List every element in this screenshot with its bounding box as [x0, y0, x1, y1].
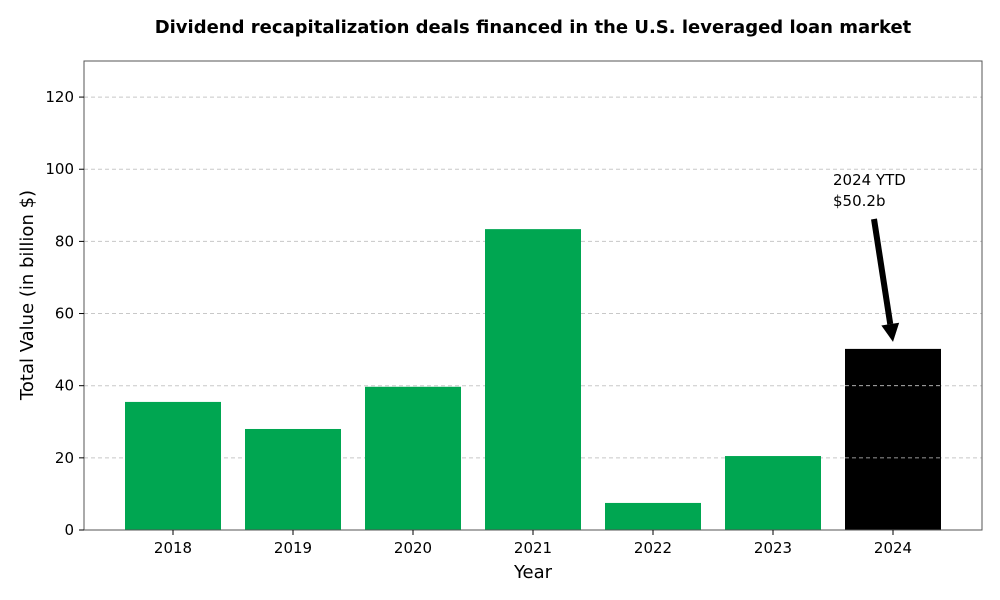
y-tick-label: 100 [45, 160, 74, 178]
annotation-line-1: 2024 YTD [833, 171, 906, 189]
bars [125, 229, 941, 530]
bar-2022 [605, 502, 701, 530]
x-tick-label: 2018 [154, 539, 192, 557]
bar-2021 [485, 229, 581, 530]
x-tick-label: 2021 [514, 539, 552, 557]
bar-2020 [365, 386, 461, 530]
y-tick-label: 80 [55, 232, 74, 250]
y-tick-label: 20 [55, 449, 74, 467]
annotation-arrow-head [881, 322, 900, 342]
x-axis-label: Year [513, 562, 553, 583]
bar-2023 [725, 456, 821, 530]
annotation: 2024 YTD $50.2b [833, 171, 906, 342]
annotation-line-2: $50.2b [833, 192, 885, 210]
x-tick-label: 2019 [274, 539, 312, 557]
bar-2018 [125, 401, 221, 530]
x-tick-label: 2022 [634, 539, 672, 557]
annotation-arrow-shaft [871, 218, 894, 325]
bar-2019 [245, 428, 341, 530]
y-tick-label: 40 [55, 377, 74, 395]
x-tick-label: 2024 [874, 539, 912, 557]
x-tick-label: 2020 [394, 539, 432, 557]
chart-title: Dividend recapitalization deals financed… [155, 17, 912, 38]
bar-2024 [845, 348, 941, 530]
axes: 0 20 40 60 80 100 120 2018 2019 2020 2021 2022 2023 2… [45, 60, 983, 557]
y-axis-label: Total Value (in billion $) [17, 190, 38, 401]
y-tick-label: 120 [45, 88, 74, 106]
y-tick-label: 60 [55, 305, 74, 323]
x-tick-label: 2023 [754, 539, 792, 557]
y-tick-label: 0 [64, 521, 74, 539]
